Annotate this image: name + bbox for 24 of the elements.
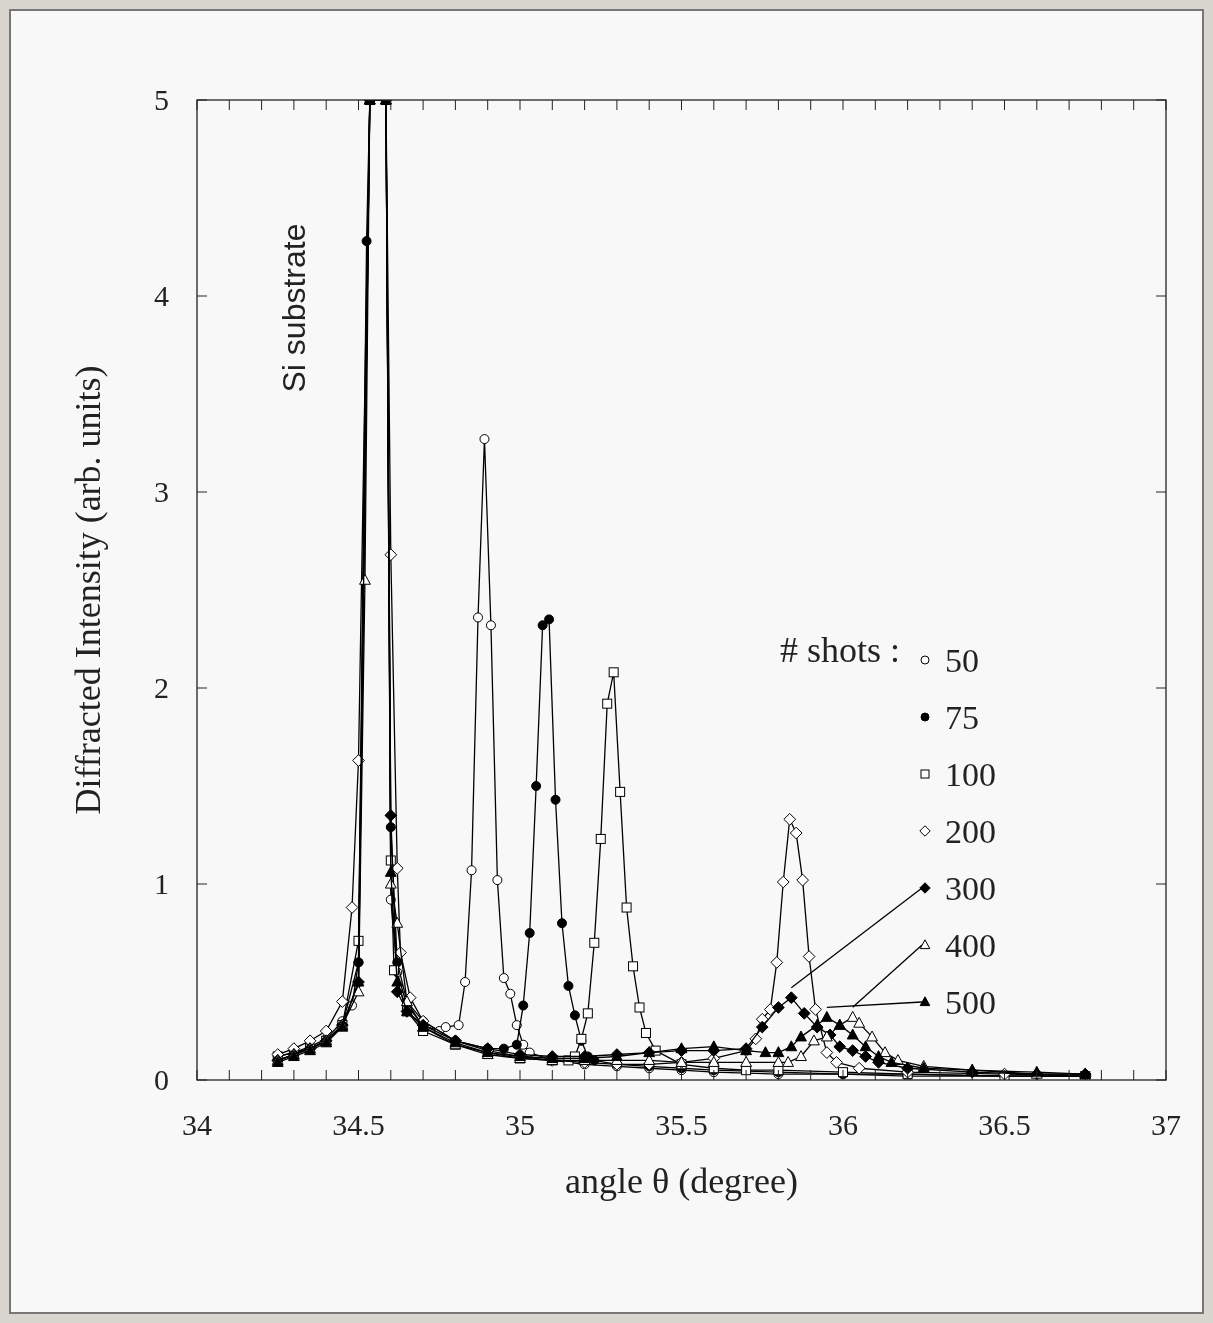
legend-label: 75 bbox=[945, 699, 979, 736]
y-tick-label: 0 bbox=[154, 1063, 169, 1096]
y-tick-label: 5 bbox=[154, 83, 169, 116]
x-tick-label: 37 bbox=[1151, 1108, 1181, 1141]
annotation: Si substrate bbox=[276, 223, 312, 393]
y-tick-label: 4 bbox=[154, 279, 169, 312]
legend-label: 400 bbox=[945, 927, 996, 964]
legend-label: 300 bbox=[945, 870, 996, 907]
x-tick-label: 35 bbox=[505, 1108, 535, 1141]
y-tick-label: 1 bbox=[154, 867, 169, 900]
legend-title: # shots : bbox=[779, 630, 900, 670]
legend-label: 50 bbox=[945, 642, 979, 679]
legend-label: 100 bbox=[945, 756, 996, 793]
x-tick-label: 36.5 bbox=[978, 1108, 1031, 1141]
x-tick-label: 36 bbox=[828, 1108, 858, 1141]
y-axis-title: Diffracted Intensity (arb. units) bbox=[68, 365, 108, 815]
y-tick-label: 2 bbox=[154, 671, 169, 704]
x-tick-label: 35.5 bbox=[655, 1108, 708, 1141]
x-tick-label: 34 bbox=[182, 1108, 212, 1141]
legend-label: 200 bbox=[945, 813, 996, 850]
x-axis-title: angle θ (degree) bbox=[564, 1161, 799, 1201]
y-tick-label: 3 bbox=[154, 475, 169, 508]
legend-label: 500 bbox=[945, 984, 996, 1021]
x-tick-label: 34.5 bbox=[332, 1108, 385, 1141]
